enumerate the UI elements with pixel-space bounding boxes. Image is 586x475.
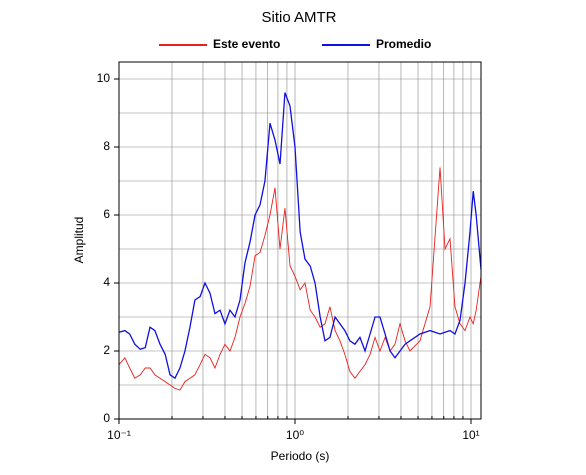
y-tick-label: 10 [97,71,111,85]
x-tick-label: 10⁻¹ [107,428,131,442]
chart-title: Sitio AMTR [261,9,336,26]
y-tick-label: 8 [103,139,110,153]
x-tick-label: 10¹ [462,428,479,442]
data-line [118,167,482,391]
y-axis-label: Amplitud [72,217,86,264]
plot-frame [118,61,482,420]
x-tick-label: 10⁰ [286,428,304,442]
y-tick-label: 0 [103,411,110,425]
legend-label: Promedio [376,37,431,51]
y-tick-label: 6 [103,207,110,221]
legend-label: Este evento [213,37,280,51]
x-axis-label: Periodo (s) [271,449,330,463]
data-line [118,92,482,380]
y-tick-label: 2 [103,343,110,357]
y-tick-label: 4 [103,275,110,289]
